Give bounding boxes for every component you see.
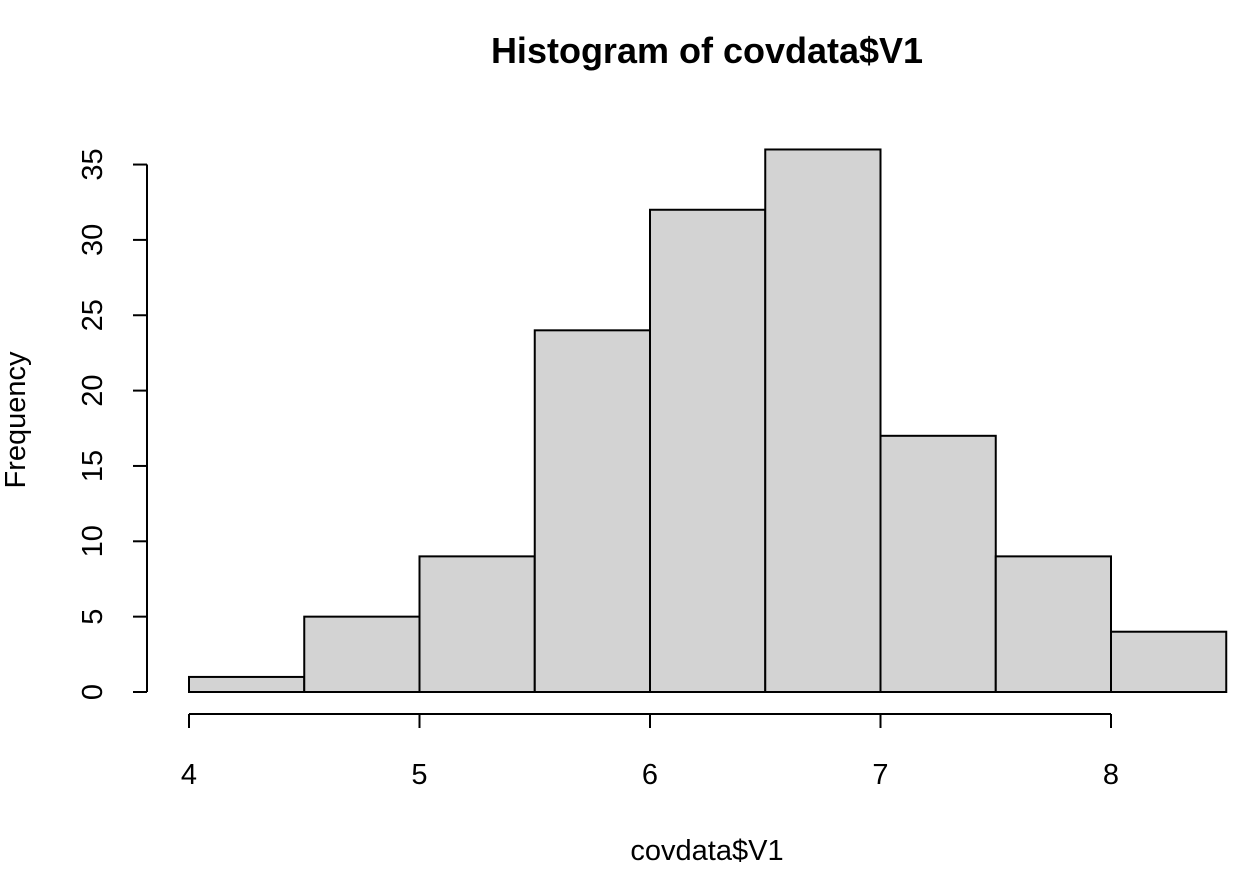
x-tick-label: 4 — [181, 759, 197, 791]
bars — [188, 148, 1228, 694]
y-tick-label: 35 — [77, 148, 109, 180]
y-tick-label: 30 — [77, 224, 109, 256]
x-tick-label: 6 — [642, 759, 658, 791]
x-axis-label: covdata$V1 — [630, 835, 783, 867]
histogram-bar-4 — [533, 329, 651, 693]
histogram-bar-9 — [1110, 630, 1228, 693]
y-tick-label: 20 — [77, 374, 109, 406]
x-tick-label: 5 — [411, 759, 427, 791]
y-tick-label: 25 — [77, 299, 109, 331]
y-tick-label: 10 — [77, 525, 109, 557]
x-tick-label: 7 — [872, 759, 888, 791]
y-axis: 0 5 10 15 20 25 30 35 — [77, 148, 148, 700]
histogram-bar-2 — [303, 615, 421, 694]
y-tick-label: 0 — [77, 684, 109, 700]
y-tick-label: 15 — [77, 450, 109, 482]
x-axis: 4 5 6 7 8 — [181, 713, 1119, 791]
histogram-bar-6 — [764, 148, 882, 694]
histogram-bar-7 — [879, 434, 997, 693]
histogram-bar-1 — [188, 675, 306, 693]
y-tick-label: 5 — [77, 609, 109, 625]
histogram-bar-3 — [418, 555, 536, 693]
x-tick-label: 8 — [1103, 759, 1119, 791]
histogram-bar-8 — [994, 555, 1112, 693]
histogram-bar-5 — [649, 208, 767, 693]
y-axis-label: Frequency — [0, 351, 32, 489]
chart-title: Histogram of covdata$V1 — [491, 30, 923, 71]
